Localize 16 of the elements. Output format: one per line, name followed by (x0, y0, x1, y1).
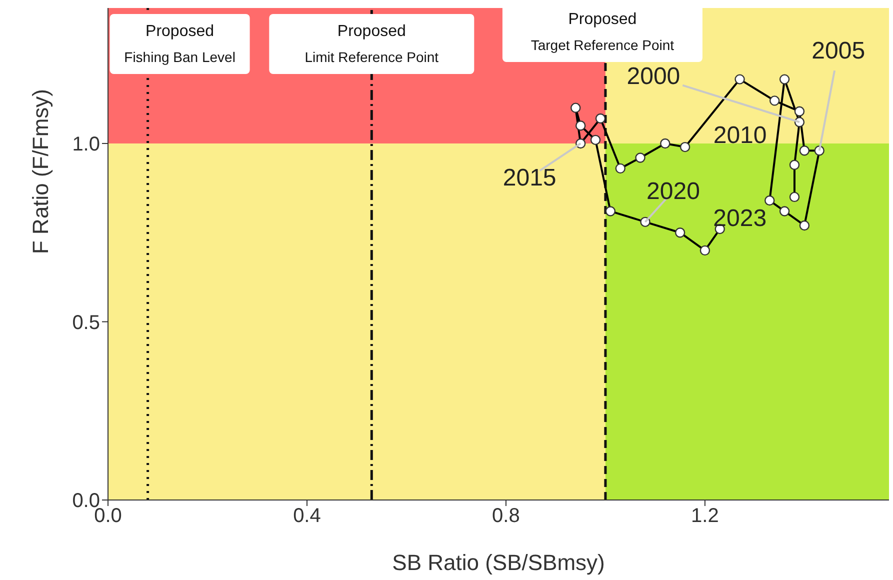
x-axis-title: SB Ratio (SB/SBmsy) (392, 550, 605, 575)
annotation: 2010 (713, 122, 767, 150)
annotation: 2015 (502, 164, 556, 192)
ref-line-label: Proposed Target Reference Point (530, 11, 674, 53)
y-axis-title: F Ratio (F/Fmsy) (28, 89, 53, 254)
x-tick-label: 1.2 (691, 505, 719, 528)
annotation: 2023 (713, 205, 767, 232)
annotation: 2000 (626, 63, 680, 90)
ref-line-label: Proposed Fishing Ban Level (124, 23, 236, 65)
y-tick-label: 1.0 (72, 134, 100, 156)
annotation: 2020 (646, 178, 700, 205)
x-tick-label: 0.4 (293, 505, 321, 528)
ref-line-label: Proposed Limit Reference Point (304, 23, 439, 65)
x-tick-label: 0.8 (492, 505, 520, 528)
y-tick-label: 0.5 (72, 312, 100, 334)
annotation: 2005 (812, 38, 866, 65)
